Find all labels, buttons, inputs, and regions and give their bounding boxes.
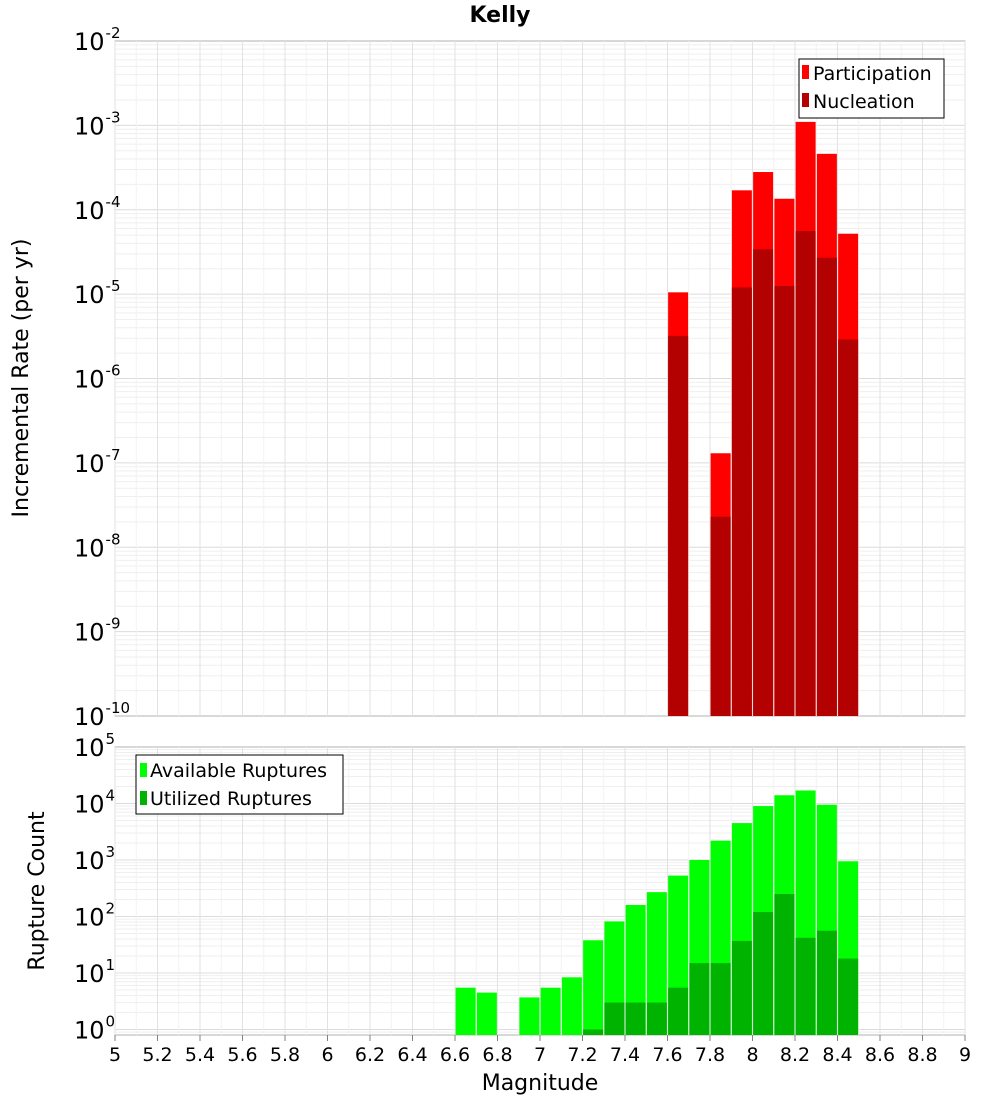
top-bar-nucleation (731, 287, 752, 716)
top-bars (668, 121, 859, 717)
x-tick-label: 8.2 (780, 1044, 810, 1066)
x-tick-label: 8 (746, 1044, 758, 1066)
bottom-y-axis-label: Rupture Count (25, 811, 50, 971)
bottom-bar-available-ruptures (540, 987, 561, 1035)
x-tick-label: 9 (959, 1044, 971, 1066)
x-tick-label: 5.6 (227, 1044, 257, 1066)
bottom-bars (455, 790, 859, 1035)
top-bar-nucleation (753, 249, 774, 716)
legend-participation-swatch (802, 65, 809, 79)
top-y-tick-label: 10-9 (74, 615, 121, 647)
bottom-bar-utilized-ruptures (646, 1002, 667, 1035)
top-y-tick-label: 10-7 (74, 446, 121, 478)
bottom-bar-utilized-ruptures (625, 1002, 646, 1035)
legend-available-swatch (140, 763, 147, 777)
bottom-y-tick-label: 103 (74, 843, 115, 875)
legend-utilized-label: Utilized Ruptures (150, 788, 312, 810)
rupture-count-chart: 100 101 102 103 104 105 Rupture Count Availab… (25, 730, 971, 1096)
top-bar-nucleation (816, 257, 837, 716)
x-tick-label: 5.2 (142, 1044, 172, 1066)
x-tick-label: 7.4 (610, 1044, 640, 1066)
x-axis-label: Magnitude (482, 1071, 599, 1096)
top-y-tick-label: 10-10 (74, 699, 130, 731)
x-tick-label: 7.8 (695, 1044, 725, 1066)
top-bar-nucleation (710, 516, 731, 716)
x-tick-label: 5.4 (185, 1044, 215, 1066)
top-y-tick-label: 10-5 (74, 277, 121, 309)
top-legend: Participation Nucleation (798, 58, 945, 119)
x-tick-label: 8.8 (907, 1044, 937, 1066)
top-y-tick-label: 10-3 (74, 108, 121, 140)
x-tick-label: 7.6 (652, 1044, 682, 1066)
bottom-legend: Available Ruptures Utilized Ruptures (135, 754, 344, 815)
bottom-bar-utilized-ruptures (838, 958, 859, 1035)
x-tick-label: 6 (321, 1044, 333, 1066)
bottom-bar-utilized-ruptures (668, 987, 689, 1035)
x-tick-label: 8.4 (822, 1044, 852, 1066)
bottom-bar-available-ruptures (455, 987, 476, 1035)
bottom-bar-available-ruptures (625, 904, 646, 1035)
participation-nucleation-chart: 10-10 10-9 10-8 10-7 10-6 10-5 10-4 10-3 10-2 In… (9, 24, 966, 731)
bottom-bar-utilized-ruptures (774, 894, 795, 1035)
bottom-y-tick-label: 105 (74, 730, 115, 762)
x-tick-label: 6.6 (440, 1044, 470, 1066)
x-tick-label: 7 (534, 1044, 546, 1066)
bottom-bar-utilized-ruptures (816, 930, 837, 1035)
bottom-bar-utilized-ruptures (583, 1029, 604, 1035)
bottom-bar-available-ruptures (519, 997, 540, 1035)
x-tick-label: 5 (109, 1044, 121, 1066)
legend-participation-label: Participation (813, 63, 932, 85)
bottom-y-tick-label: 104 (74, 787, 115, 819)
legend-available-label: Available Ruptures (150, 760, 327, 782)
bottom-bar-available-ruptures (561, 977, 582, 1035)
top-y-tick-label: 10-6 (74, 362, 121, 394)
top-gridlines (114, 41, 966, 716)
x-tick-label: 5.8 (270, 1044, 300, 1066)
bottom-legend-box (135, 754, 344, 815)
x-tick-label: 6.2 (355, 1044, 385, 1066)
bottom-bar-utilized-ruptures (795, 937, 816, 1035)
top-y-tick-label: 10-4 (74, 193, 121, 225)
bottom-y-tick-label: 100 (74, 1013, 115, 1045)
top-y-tick-label: 10-2 (74, 24, 121, 56)
bottom-y-tick-label: 101 (74, 956, 115, 988)
bottom-bar-utilized-ruptures (689, 963, 710, 1035)
bottom-bar-utilized-ruptures (753, 912, 774, 1035)
bottom-y-tick-label: 102 (74, 900, 115, 932)
x-tick-labels: 5 5.2 5.4 5.6 5.8 6 6.2 6.4 6.6 6.8 7 7.2 7.4 7.6 7.8 8… (109, 1035, 971, 1066)
top-y-axis-label: Incremental Rate (per yr) (9, 239, 34, 518)
top-bar-nucleation (838, 339, 859, 716)
top-legend-box (798, 58, 945, 119)
x-tick-label: 8.6 (865, 1044, 895, 1066)
bottom-bar-available-ruptures (583, 940, 604, 1035)
x-tick-label: 6.8 (482, 1044, 512, 1066)
top-bar-nucleation (795, 230, 816, 716)
bottom-bar-utilized-ruptures (731, 940, 752, 1035)
chart-title: Kelly (469, 3, 530, 28)
top-bar-nucleation (668, 335, 689, 716)
bottom-bar-utilized-ruptures (710, 963, 731, 1035)
bottom-y-tick-labels: 100 101 102 103 104 105 (74, 730, 115, 1045)
top-y-tick-label: 10-8 (74, 530, 121, 562)
legend-utilized-swatch (140, 791, 147, 805)
bottom-bar-available-ruptures (476, 992, 497, 1035)
x-tick-label: 6.4 (397, 1044, 427, 1066)
bottom-bar-utilized-ruptures (604, 1002, 625, 1035)
bottom-bar-available-ruptures (646, 892, 667, 1035)
top-y-tick-labels: 10-10 10-9 10-8 10-7 10-6 10-5 10-4 10-3 10-2 (74, 24, 130, 731)
legend-nucleation-label: Nucleation (813, 91, 915, 113)
top-bar-nucleation (774, 285, 795, 716)
legend-nucleation-swatch (802, 93, 809, 107)
x-tick-label: 7.2 (567, 1044, 597, 1066)
